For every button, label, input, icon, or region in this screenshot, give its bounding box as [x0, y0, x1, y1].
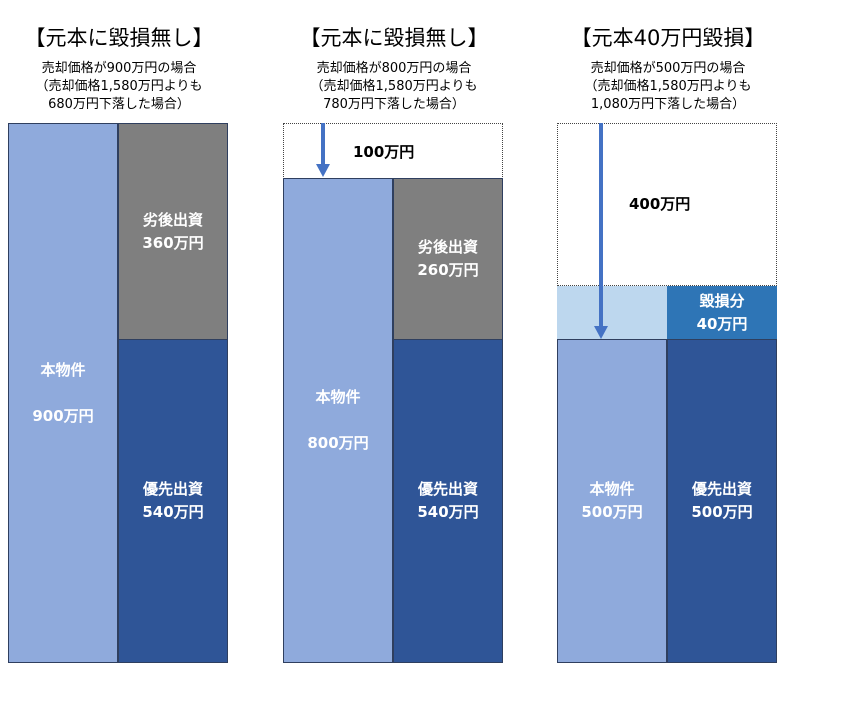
- panel-no-loss-900: 【元本に毀損無し】 売却価格が900万円の場合 （売却価格1,580万円よりも …: [8, 0, 230, 701]
- subtitle-line-1: 売却価格が800万円の場合: [316, 61, 472, 76]
- property-block: 本物件 900万円: [8, 123, 118, 663]
- down-arrow-icon: [594, 123, 608, 339]
- senior-equity-label: 優先出資: [417, 480, 478, 498]
- senior-equity-block: 優先出資 500万円: [667, 339, 777, 663]
- senior-equity-label: 優先出資: [142, 480, 203, 498]
- property-label: 本物件: [315, 388, 361, 406]
- panel-subtitle: 売却価格が500万円の場合 （売却価格1,580万円よりも 1,080万円下落し…: [545, 60, 791, 114]
- property-label: 本物件: [40, 360, 86, 379]
- junior-equity-value: 260万円: [417, 261, 479, 279]
- senior-equity-value: 540万円: [142, 503, 204, 521]
- property-value: 900万円: [32, 406, 94, 425]
- subtitle-line-1: 売却価格が500万円の場合: [590, 61, 746, 76]
- price-drop-label: 100万円: [353, 143, 415, 161]
- property-value: 500万円: [581, 503, 643, 521]
- senior-equity-label: 優先出資: [691, 480, 752, 498]
- junior-equity-value: 360万円: [142, 233, 204, 252]
- panel-title: 【元本に毀損無し】: [24, 26, 214, 50]
- property-label: 本物件: [589, 480, 635, 498]
- junior-equity-block: 劣後出資 260万円: [393, 178, 503, 340]
- panel-loss-40: 【元本40万円毀損】 売却価格が500万円の場合 （売却価格1,580万円よりも…: [557, 0, 779, 701]
- junior-equity-label: 劣後出資: [142, 210, 203, 229]
- price-drop-area: [557, 123, 777, 286]
- senior-equity-block: 優先出資 540万円: [118, 339, 228, 663]
- property-block: 本物件 500万円: [557, 339, 667, 663]
- property-block: 本物件 800万円: [283, 178, 393, 663]
- panel-subtitle: 売却価格が900万円の場合 （売却価格1,580万円よりも 680万円下落した場…: [0, 60, 242, 114]
- loss-label: 毀損分: [699, 292, 745, 310]
- subtitle-line-2: （売却価格1,580万円よりも: [310, 79, 478, 94]
- panel-title: 【元本に毀損無し】: [299, 26, 489, 50]
- panel-title: 【元本40万円毀損】: [570, 26, 766, 50]
- senior-equity-value: 540万円: [417, 503, 479, 521]
- panel-subtitle: 売却価格が800万円の場合 （売却価格1,580万円よりも 780万円下落した場…: [271, 60, 517, 114]
- down-arrow-icon: [316, 123, 330, 177]
- senior-equity-value: 500万円: [691, 503, 753, 521]
- subtitle-line-2: （売却価格1,580万円よりも: [584, 79, 752, 94]
- subtitle-line-3: 1,080万円下落した場合）: [590, 97, 746, 112]
- property-value: 800万円: [307, 434, 369, 452]
- price-drop-label: 400万円: [629, 195, 691, 213]
- senior-equity-block: 優先出資 540万円: [393, 339, 503, 663]
- panel-no-loss-800: 【元本に毀損無し】 売却価格が800万円の場合 （売却価格1,580万円よりも …: [283, 0, 505, 701]
- subtitle-line-3: 780万円下落した場合）: [323, 97, 465, 112]
- loss-property-block: [557, 286, 667, 340]
- junior-equity-block: 劣後出資 360万円: [118, 123, 228, 340]
- loss-value: 40万円: [696, 315, 748, 333]
- subtitle-line-2: （売却価格1,580万円よりも: [35, 79, 203, 94]
- subtitle-line-1: 売却価格が900万円の場合: [41, 61, 197, 76]
- loss-block: 毀損分 40万円: [667, 286, 777, 340]
- subtitle-line-3: 680万円下落した場合）: [48, 97, 190, 112]
- junior-equity-label: 劣後出資: [417, 238, 478, 256]
